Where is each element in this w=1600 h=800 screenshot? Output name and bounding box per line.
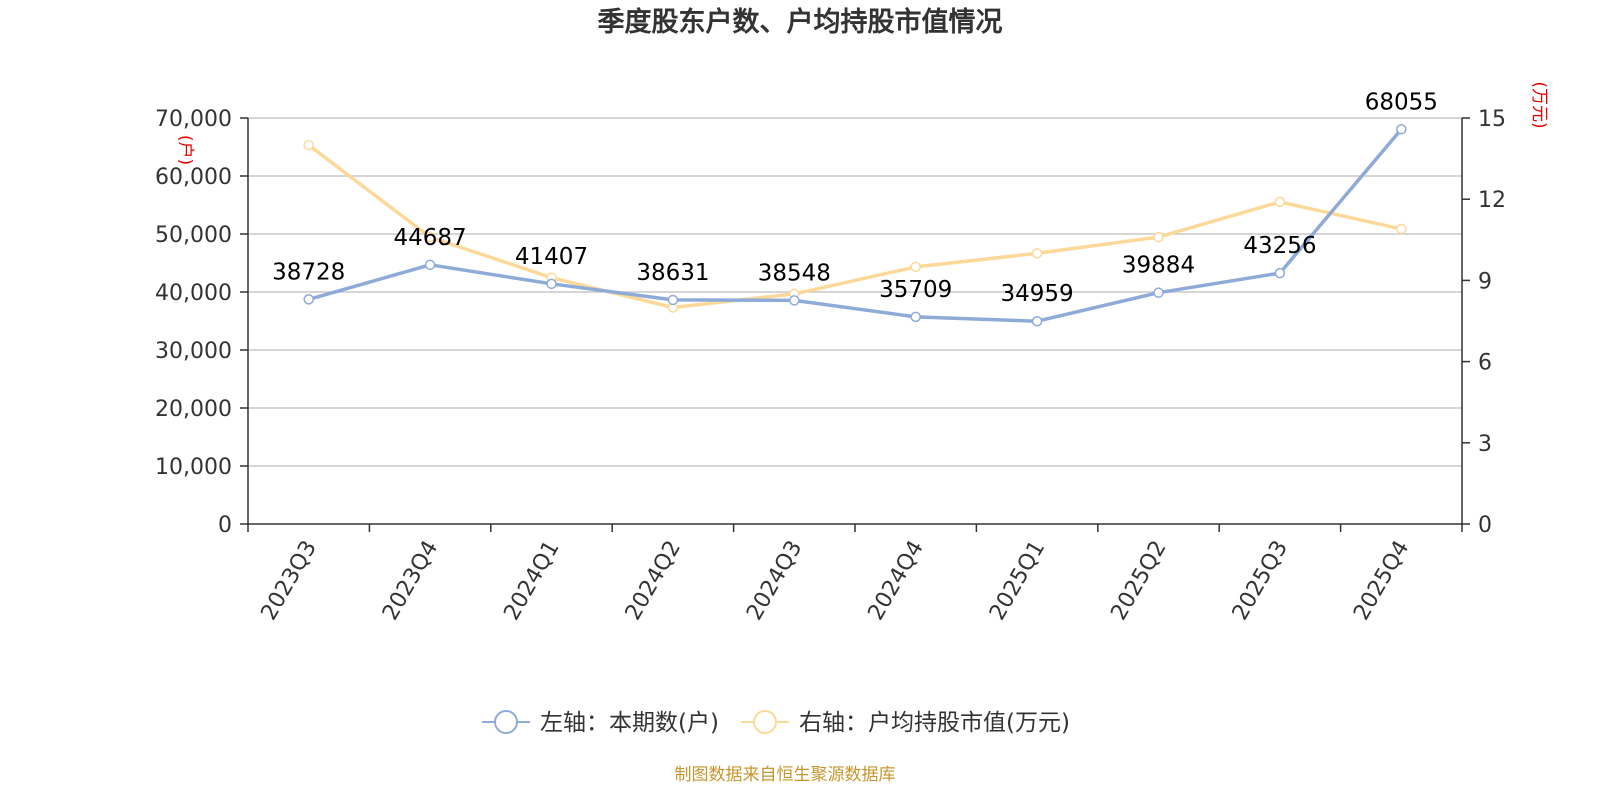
- households-point[interactable]: [667, 294, 679, 306]
- left-tick-label: 30,000: [155, 339, 232, 364]
- households-point[interactable]: [424, 259, 436, 271]
- x-tick-label: 2023Q3: [257, 537, 322, 625]
- households-data-label: 38728: [272, 259, 345, 285]
- x-tick-label: 2025Q1: [985, 537, 1050, 625]
- households-point[interactable]: [1031, 315, 1043, 327]
- households-data-label: 35709: [879, 277, 952, 303]
- data-labels: 38728 44687 41407 38631 38548 35709 34959 39884…: [272, 89, 1438, 307]
- households-point[interactable]: [789, 295, 800, 306]
- households-point[interactable]: [910, 311, 921, 323]
- legend-item-households[interactable]: 左轴：本期数(户): [482, 710, 719, 736]
- left-tick-label: 60,000: [155, 165, 232, 190]
- market-value-point[interactable]: [1153, 231, 1164, 243]
- households-point[interactable]: [303, 294, 314, 305]
- right-axis-ticks: 0 3 6 9 12 15: [1462, 107, 1506, 538]
- households-data-label: 38631: [636, 260, 709, 286]
- right-tick-label: 9: [1478, 269, 1492, 294]
- households-line: [308, 128, 1403, 323]
- households-point[interactable]: [1153, 287, 1164, 298]
- households-data-label: 68055: [1365, 89, 1438, 115]
- right-tick-label: 15: [1478, 107, 1506, 132]
- x-axis-ticks: 2023Q3 2023Q4 2024Q1 2024Q2 2024Q3 2024Q4 2025…: [247, 524, 1463, 625]
- right-tick-label: 0: [1478, 513, 1492, 538]
- left-tick-label: 40,000: [155, 281, 232, 306]
- households-point[interactable]: [1396, 124, 1407, 135]
- households-data-label: 39884: [1122, 253, 1195, 279]
- market-value-point[interactable]: [910, 261, 921, 273]
- chart-title: 季度股东户数、户均持股市值情况: [598, 6, 1003, 38]
- left-tick-label: 10,000: [155, 455, 232, 480]
- legend-label-households: 左轴：本期数(户): [540, 710, 719, 736]
- households-data-label: 43256: [1243, 233, 1316, 259]
- source-note: 制图数据来自恒生聚源数据库: [675, 765, 896, 785]
- market-value-point[interactable]: [1396, 223, 1407, 235]
- market-value-line: [307, 143, 1402, 310]
- left-tick-label: 20,000: [155, 397, 232, 422]
- x-tick-label: 2025Q3: [1228, 537, 1293, 625]
- market-value-point[interactable]: [303, 139, 314, 151]
- right-tick-label: 3: [1478, 432, 1492, 457]
- left-tick-label: 50,000: [155, 223, 232, 248]
- right-axis-unit: (万元): [1529, 81, 1549, 128]
- left-tick-label: 0: [218, 513, 232, 538]
- x-tick-label: 2025Q2: [1106, 537, 1171, 625]
- x-tick-label: 2023Q4: [378, 537, 443, 625]
- households-data-label: 38548: [758, 260, 831, 286]
- series-layer: [303, 124, 1407, 327]
- axes: [247, 118, 1463, 525]
- x-tick-label: 2025Q4: [1349, 537, 1414, 625]
- legend: 左轴：本期数(户) 右轴：户均持股市值(万元): [482, 710, 1070, 736]
- left-axis-ticks: 0 10,000 20,000 30,000 40,000 50,000 60,000 70,…: [155, 107, 248, 538]
- x-tick-label: 2024Q4: [864, 537, 929, 625]
- households-data-label: 44687: [394, 225, 467, 251]
- market-value-point[interactable]: [1274, 196, 1286, 208]
- x-tick-label: 2024Q3: [742, 537, 807, 625]
- market-value-point[interactable]: [1031, 248, 1043, 259]
- households-data-label: 34959: [1001, 281, 1074, 307]
- left-axis-unit: (户): [175, 135, 195, 165]
- households-point[interactable]: [1274, 267, 1286, 279]
- market-value-point[interactable]: [424, 231, 436, 243]
- right-tick-label: 12: [1478, 188, 1506, 213]
- households-data-label: 41407: [515, 244, 588, 270]
- households-point[interactable]: [546, 278, 557, 290]
- x-tick-label: 2024Q1: [499, 537, 564, 625]
- x-tick-label: 2024Q2: [621, 537, 686, 625]
- left-tick-label: 70,000: [155, 107, 232, 132]
- grid-lines: [248, 117, 1462, 467]
- right-tick-label: 6: [1478, 351, 1492, 376]
- legend-item-market-value[interactable]: 右轴：户均持股市值(万元): [741, 710, 1070, 736]
- legend-marker-market-value: [753, 710, 777, 734]
- legend-label-market-value: 右轴：户均持股市值(万元): [799, 710, 1070, 736]
- legend-marker-households: [494, 710, 518, 734]
